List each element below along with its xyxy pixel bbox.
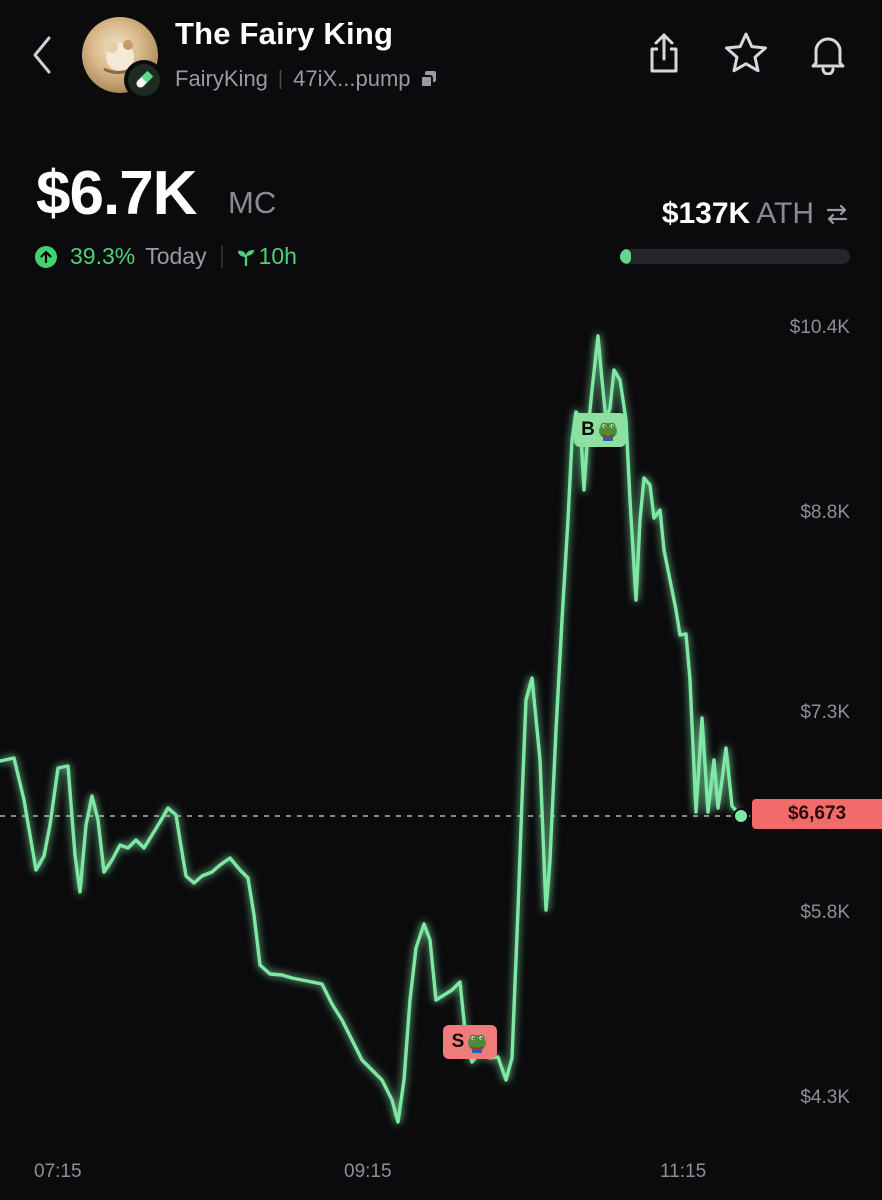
token-avatar bbox=[82, 17, 158, 93]
ath-value: $137K bbox=[661, 197, 751, 230]
frog-icon bbox=[468, 1034, 487, 1053]
bell-icon bbox=[811, 37, 845, 75]
alert-button[interactable] bbox=[804, 28, 852, 78]
frog-icon bbox=[598, 422, 617, 441]
x-axis-label: 11:15 bbox=[660, 1161, 707, 1182]
price-line bbox=[0, 334, 743, 1124]
share-icon bbox=[650, 33, 678, 73]
swap-icon bbox=[826, 204, 848, 225]
token-age: 10h bbox=[258, 243, 297, 269]
copy-icon bbox=[419, 71, 436, 88]
y-axis-label: $10.4K bbox=[789, 317, 850, 338]
pill-badge bbox=[124, 60, 164, 100]
market-cap-unit: MC bbox=[228, 185, 277, 220]
ath-label: ATH bbox=[756, 197, 814, 230]
y-axis-label: $4.3K bbox=[800, 1087, 850, 1108]
copy-address-button[interactable] bbox=[419, 69, 439, 89]
token-name: The Fairy King bbox=[175, 16, 394, 51]
star-icon bbox=[725, 32, 767, 73]
y-axis-label: $5.8K bbox=[800, 902, 850, 923]
share-button[interactable] bbox=[640, 28, 688, 78]
current-price-tag: $6,673 bbox=[752, 799, 882, 829]
current-price-dot bbox=[733, 808, 749, 824]
ath-toggle-button[interactable] bbox=[824, 201, 850, 227]
buy-marker-label: B bbox=[581, 419, 595, 440]
ath-progress-bar bbox=[620, 249, 850, 264]
token-ticker: FairyKing bbox=[175, 66, 268, 91]
sprout-icon bbox=[237, 249, 254, 266]
divider: | bbox=[277, 67, 284, 90]
y-axis-label: $7.3K bbox=[800, 702, 850, 723]
favorite-button[interactable] bbox=[722, 28, 770, 78]
contract-address[interactable]: 47iX...pump bbox=[293, 66, 411, 91]
pill-icon bbox=[136, 70, 154, 88]
y-axis-label: $8.8K bbox=[800, 502, 850, 523]
sell-marker-label: S bbox=[451, 1031, 465, 1052]
x-axis-label: 07:15 bbox=[34, 1161, 82, 1182]
change-period: Today bbox=[145, 243, 207, 269]
ath-progress-fill bbox=[620, 249, 632, 264]
buy-marker[interactable]: B bbox=[574, 413, 626, 447]
divider bbox=[220, 245, 223, 268]
ath-row: $137K ATH bbox=[662, 197, 850, 231]
x-axis-label: 09:15 bbox=[344, 1161, 392, 1182]
change-row: 39.3% Today 10h bbox=[35, 243, 297, 270]
sell-marker[interactable]: S bbox=[443, 1025, 497, 1059]
token-sub-row: FairyKing | 47iX...pump bbox=[175, 66, 439, 92]
change-percent: 39.3% bbox=[70, 243, 136, 269]
price-chart[interactable] bbox=[0, 300, 882, 1160]
chevron-left-icon bbox=[33, 36, 51, 74]
market-cap-value: $6.7K bbox=[36, 159, 197, 228]
back-button[interactable] bbox=[22, 30, 62, 80]
arrow-up-icon bbox=[35, 245, 57, 268]
